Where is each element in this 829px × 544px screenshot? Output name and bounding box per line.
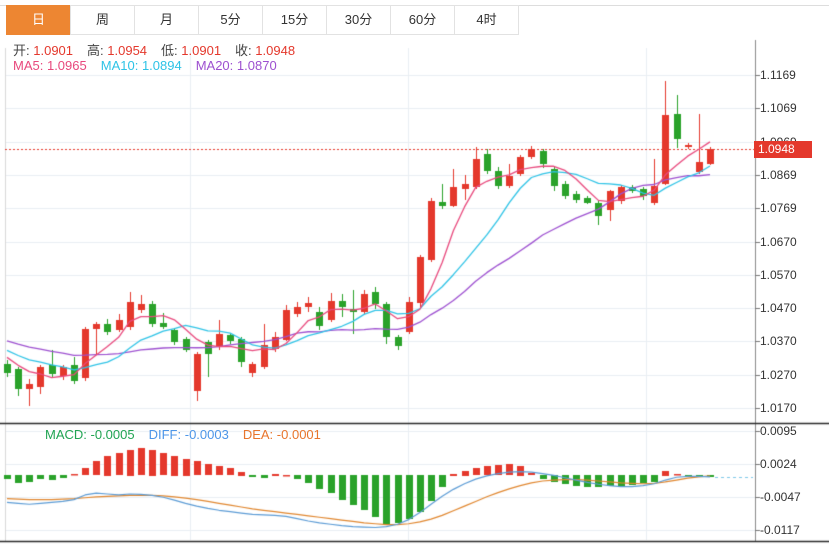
tab-日[interactable]: 日	[6, 5, 71, 35]
legend-item: MA20: 1.0870	[196, 58, 277, 73]
legend-item: MA5: 1.0965	[13, 58, 87, 73]
legend-item: DEA: -0.0001	[243, 427, 321, 442]
legend-label: 收:	[235, 43, 252, 58]
tab-周[interactable]: 周	[70, 5, 135, 35]
macd-axis-label: -0.0117	[760, 522, 800, 537]
legend-value: 1.0954	[107, 43, 148, 58]
price-axis-label: 1.0570	[760, 267, 797, 282]
macd-axis-label: -0.0047	[760, 490, 801, 505]
legend-label: MA20:	[195, 58, 234, 73]
price-axis-label: 1.0769	[760, 201, 797, 216]
legend-value: -0.0003	[184, 427, 229, 442]
legend-label: 高:	[87, 43, 104, 58]
legend-label: 低:	[161, 43, 178, 58]
macd-axis-label: 0.0095	[760, 424, 797, 439]
legend-value: 1.0870	[236, 58, 277, 73]
tab-15分[interactable]: 15分	[262, 5, 327, 35]
price-axis-label: 1.0470	[760, 301, 797, 316]
tab-4时[interactable]: 4时	[454, 5, 519, 35]
legend-value: 1.0901	[181, 43, 222, 58]
legend-value: 1.0948	[255, 43, 296, 58]
legend-item: 低: 1.0901	[161, 43, 221, 58]
tab-5分[interactable]: 5分	[198, 5, 263, 35]
macd-legend: MACD: -0.0005 DIFF: -0.0003 DEA: -0.0001	[45, 427, 335, 442]
legend-item: 高: 1.0954	[87, 43, 147, 58]
period-tabbar: 日周月 5分 15分 30分 60分 4时	[6, 5, 519, 35]
ohlc-legend: 开: 1.0901 高: 1.0954 低: 1.0901 收: 1.0948	[13, 40, 309, 59]
legend-label: DEA:	[242, 427, 274, 442]
legend-label: MA5:	[13, 58, 44, 73]
price-axis-label: 1.0370	[760, 334, 797, 349]
legend-item: DIFF: -0.0003	[149, 427, 229, 442]
legend-label: 开:	[13, 43, 30, 58]
price-axis-label: 1.1169	[760, 68, 796, 82]
legend-value: -0.0005	[90, 427, 135, 442]
legend-label: MA10:	[100, 58, 139, 73]
legend-value: -0.0001	[276, 427, 321, 442]
price-axis-label: 1.1069	[760, 101, 797, 116]
legend-label: DIFF:	[148, 427, 182, 442]
tab-30分[interactable]: 30分	[326, 5, 391, 35]
price-axis-label: 1.0170	[760, 401, 797, 415]
legend-value: 1.0965	[46, 58, 87, 73]
tab-60分[interactable]: 60分	[390, 5, 455, 35]
legend-item: MACD: -0.0005	[45, 427, 135, 442]
legend-label: MACD:	[45, 427, 87, 442]
price-axis-label: 1.0869	[760, 167, 797, 182]
price-axis-label: 1.0670	[760, 234, 797, 249]
price-axis-label: 1.0270	[760, 367, 797, 382]
ma-legend: MA5: 1.0965 MA10: 1.0894 MA20: 1.0870	[13, 58, 291, 73]
macd-axis-label: 0.0024	[760, 457, 797, 472]
current-price-tag: 1.0948	[754, 141, 812, 158]
legend-item: 开: 1.0901	[13, 43, 73, 58]
tab-月[interactable]: 月	[134, 5, 199, 35]
legend-value: 1.0894	[141, 58, 182, 73]
legend-value: 1.0901	[33, 43, 74, 58]
legend-item: 收: 1.0948	[235, 43, 295, 58]
legend-item: MA10: 1.0894	[101, 58, 182, 73]
